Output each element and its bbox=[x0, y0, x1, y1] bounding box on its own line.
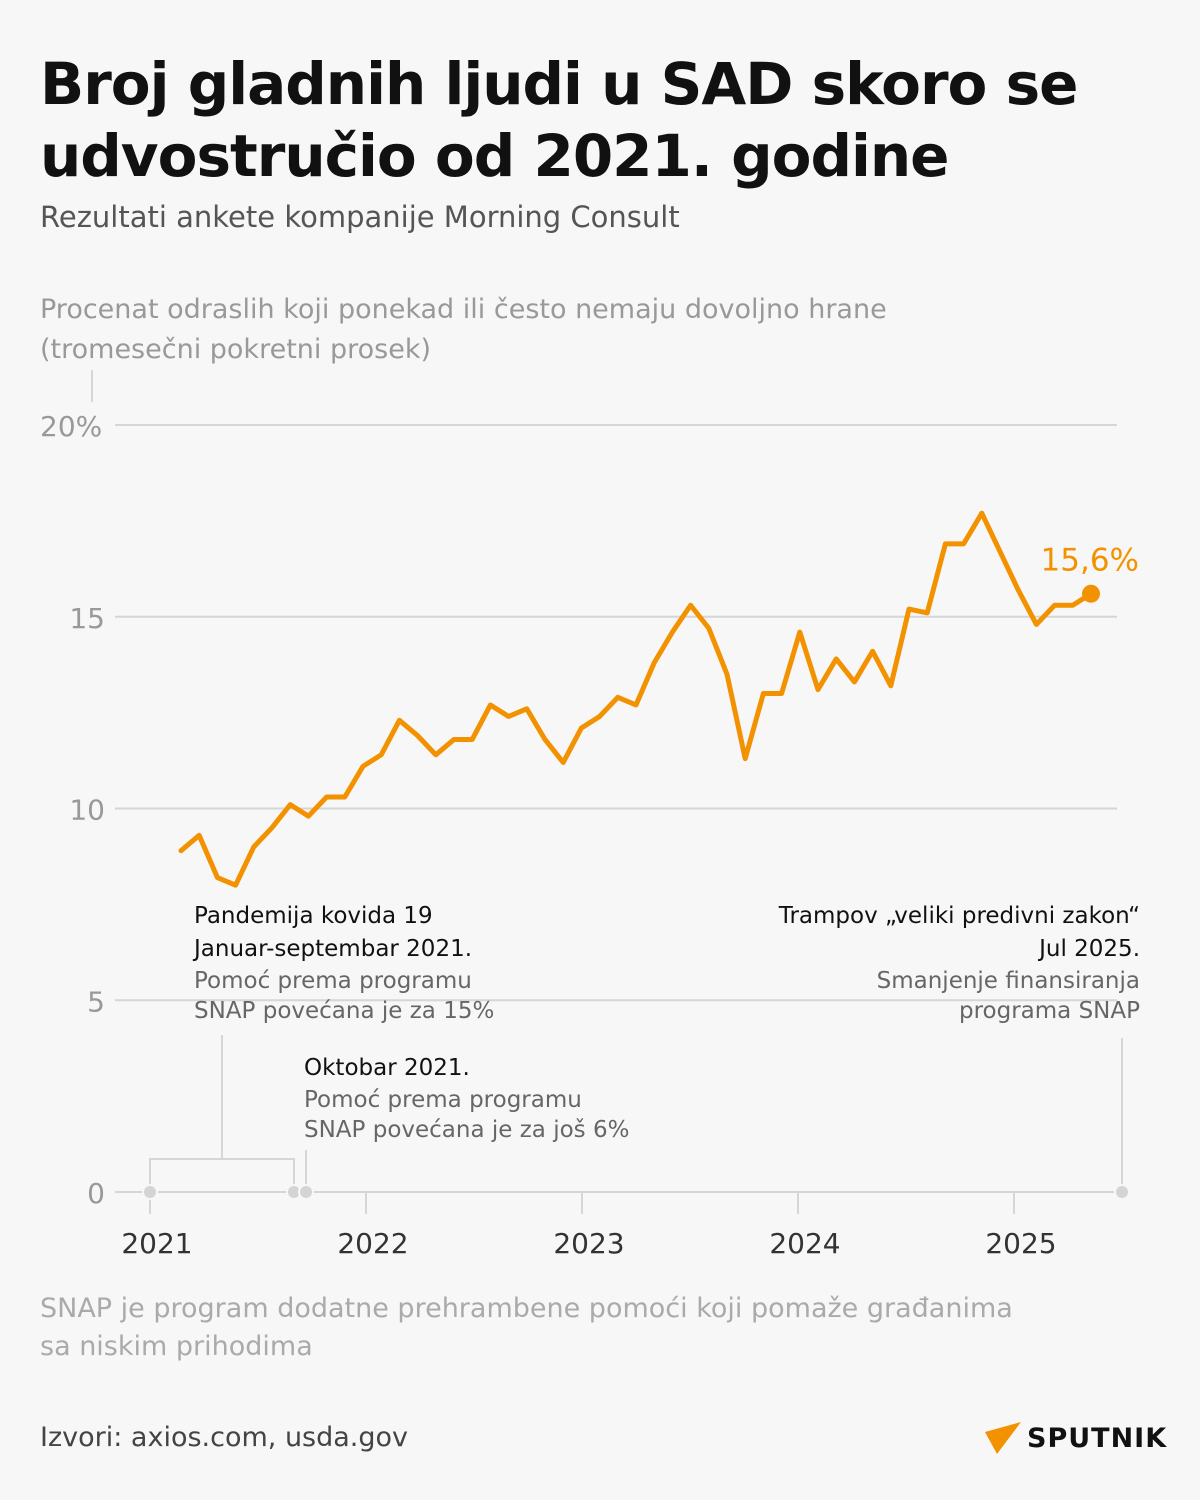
annotation-pandemic: Pandemija kovida 19 Januar-septembar 202… bbox=[194, 900, 494, 1026]
subtitle: Rezultati ankete kompanije Morning Consu… bbox=[40, 200, 680, 234]
event-dot bbox=[142, 1184, 158, 1200]
annotation-text: SNAP povećana je za 15% bbox=[194, 998, 495, 1024]
y-tick-label: 15 bbox=[69, 602, 105, 635]
annotation-date: Januar-septembar 2021. bbox=[194, 936, 473, 962]
annotation-title: Trampov „veliki predivni zakon“ bbox=[778, 903, 1140, 929]
x-tick-label: 2024 bbox=[769, 1227, 840, 1260]
y-tick-label: 0 bbox=[87, 1177, 105, 1210]
annotation-text: Pomoć prema programu bbox=[194, 968, 472, 994]
annotation-title: Pandemija kovida 19 bbox=[194, 903, 433, 929]
annotation-date: Jul 2025. bbox=[1039, 936, 1140, 962]
annotation-october-2021: Oktobar 2021. Pomoć prema programu SNAP … bbox=[304, 1052, 629, 1145]
sputnik-logo: SPUTNIK bbox=[985, 1422, 1167, 1454]
x-tick-label: 2025 bbox=[985, 1227, 1056, 1260]
annotation-trump-law: Trampov „veliki predivni zakon“ Jul 2025… bbox=[779, 900, 1140, 1026]
y-tick-label: 10 bbox=[69, 794, 105, 827]
annotation-text: programa SNAP bbox=[959, 998, 1140, 1024]
annotation-title: Oktobar 2021. bbox=[304, 1055, 470, 1081]
annotation-text: Smanjenje finansiranja bbox=[876, 968, 1140, 994]
series-line bbox=[178, 510, 1094, 888]
last-value-label: 15,6% bbox=[1041, 543, 1139, 579]
annotation-text: SNAP povećana je za još 6% bbox=[304, 1117, 630, 1143]
y-tick-label: 20% bbox=[40, 410, 102, 443]
annotation-text: Pomoć prema programu bbox=[304, 1087, 582, 1113]
x-tick-label: 2021 bbox=[121, 1227, 192, 1260]
event-bracket bbox=[149, 1158, 295, 1192]
event-dot bbox=[298, 1184, 314, 1200]
event-dot bbox=[1114, 1184, 1130, 1200]
page-title: Broj gladnih ljudi u SAD skoro se udvost… bbox=[40, 50, 1078, 190]
y-axis-label: Procenat odraslih koji ponekad ili često… bbox=[40, 290, 1040, 370]
logo-text: SPUTNIK bbox=[1027, 1422, 1168, 1454]
x-tick-label: 2022 bbox=[337, 1227, 408, 1260]
y-tick-label: 5 bbox=[87, 985, 105, 1018]
footnote: SNAP je program dodatne prehrambene pomo… bbox=[40, 1293, 1013, 1362]
line-chart: 0 5 10 15 20% 2021 2022 2023 2024 2025 15,6% bbox=[40, 370, 1139, 1260]
last-data-point bbox=[1082, 584, 1100, 603]
y-axis-label-line2: (tromesečni pokretni prosek) bbox=[40, 334, 431, 365]
source: Izvori: axios.com, usda.gov bbox=[40, 1422, 409, 1453]
y-axis-label-line1: Procenat odraslih koji ponekad ili često… bbox=[40, 294, 887, 325]
x-tick-label: 2023 bbox=[553, 1227, 624, 1260]
sputnik-logo-icon bbox=[985, 1422, 1021, 1454]
